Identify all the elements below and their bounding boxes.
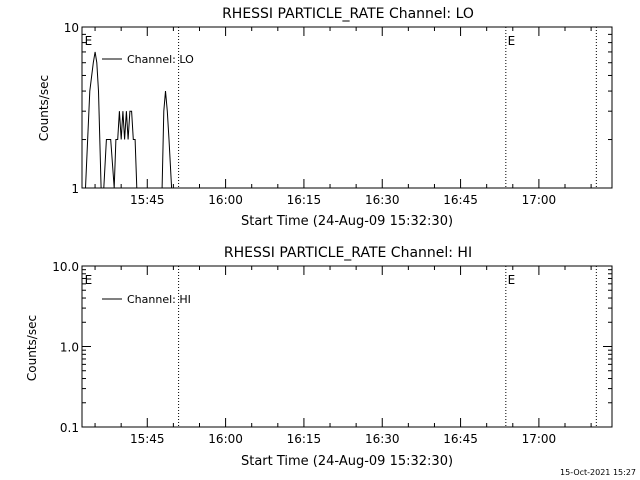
x-tick-label: 16:00: [208, 193, 243, 207]
footer-timestamp: 15-Oct-2021 15:27: [560, 468, 636, 477]
panel-hi: RHESSI PARTICLE_RATE Channel: HI 15:45 16…: [25, 245, 613, 469]
panel-hi-ylabel: Counts/sec: [25, 315, 39, 381]
panel-hi-axes-frame: [81, 265, 613, 428]
legend-label-lo: Channel: LO: [127, 53, 194, 66]
x-tick-label: 16:30: [365, 193, 400, 207]
x-tick-label: 15:45: [130, 193, 165, 207]
panel-hi-event-lines: [178, 266, 597, 427]
panel-lo-ylabel: Counts/sec: [37, 75, 51, 141]
legend-label-hi: Channel: HI: [127, 293, 191, 306]
x-tick-label: 16:00: [208, 432, 243, 446]
panel-lo-xlabel: Start Time (24-Aug-09 15:32:30): [241, 214, 453, 229]
x-tick-label: 16:15: [287, 193, 322, 207]
y-tick-label: 10: [64, 21, 79, 35]
panel-lo-event-lines: [178, 27, 597, 188]
series-line: [85, 51, 173, 189]
panel-lo: RHESSI PARTICLE_RATE Channel: LO 15:45 16…: [37, 6, 613, 229]
panel-lo-ticks: [82, 26, 612, 189]
y-tick-label: 0.1: [60, 421, 79, 435]
y-tick-label: 1: [71, 182, 79, 196]
annotation-marker: E: [508, 34, 516, 48]
panel-hi-tick-labels: 15:45 16:00 16:15 16:30 16:45 17:00 0.1 1.0 10.0: [52, 260, 556, 446]
panel-lo-title: RHESSI PARTICLE_RATE Channel: LO: [222, 6, 474, 22]
y-tick-label: 10.0: [52, 260, 79, 274]
x-tick-label: 16:45: [443, 432, 478, 446]
x-tick-label: 17:00: [522, 193, 557, 207]
panel-lo-axes-frame: [81, 26, 613, 189]
panel-lo-legend: Channel: LO: [102, 53, 194, 66]
annotation-marker: E: [85, 273, 93, 287]
panel-hi-title: RHESSI PARTICLE_RATE Channel: HI: [224, 245, 472, 261]
panel-lo-tick-labels: 15:45 16:00 16:15 16:30 16:45 17:00 1 10: [64, 21, 556, 207]
panel-lo-series: [85, 51, 173, 189]
annotation-marker: E: [508, 273, 516, 287]
panel-hi-ticks: [82, 265, 612, 428]
panel-hi-xlabel: Start Time (24-Aug-09 15:32:30): [241, 454, 453, 469]
x-tick-label: 17:00: [522, 432, 557, 446]
y-tick-label: 1.0: [60, 341, 79, 355]
x-tick-label: 16:15: [287, 432, 322, 446]
x-tick-label: 16:45: [443, 193, 478, 207]
x-tick-label: 16:30: [365, 432, 400, 446]
annotation-marker: E: [85, 34, 93, 48]
panel-hi-legend: Channel: HI: [102, 293, 191, 306]
x-tick-label: 15:45: [130, 432, 165, 446]
